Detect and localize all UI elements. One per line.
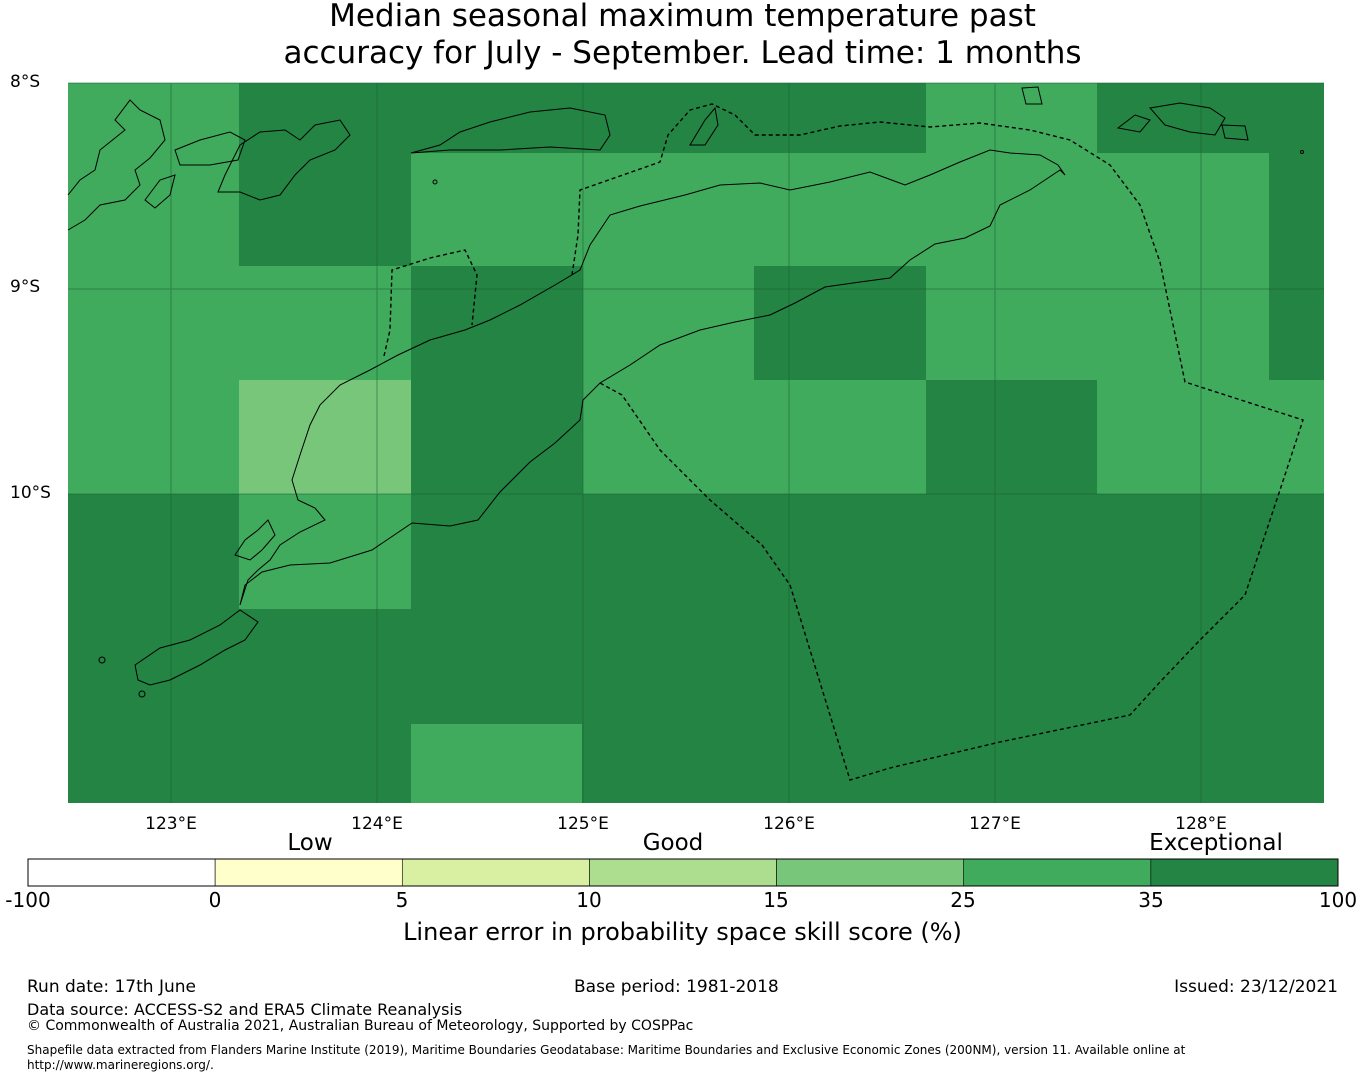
small-islet — [98, 656, 106, 664]
data-source: Data source: ACCESS-S2 and ERA5 Climate … — [27, 1000, 463, 1019]
shapefile-credit-line-1: Shapefile data extracted from Flanders M… — [27, 1043, 1186, 1057]
lon-label-123e: 123°E — [145, 814, 197, 834]
colorbar-tick: 5 — [395, 888, 409, 912]
lat-label-8s: 8°S — [10, 72, 41, 92]
colorbar-tick: 25 — [950, 888, 976, 912]
small-islet — [432, 179, 438, 185]
issued-date: Issued: 23/12/2021 — [1174, 977, 1338, 997]
grid-cell-exceptional — [411, 266, 583, 494]
leti-coastline — [1116, 114, 1151, 133]
grid-cell-exceptional — [754, 266, 926, 380]
grid-cell-exceptional — [1269, 153, 1324, 380]
category-label-good: Good — [642, 830, 704, 856]
lon-label-124e: 124°E — [351, 814, 403, 834]
rote-island-coastline — [134, 609, 259, 686]
alor-island-coastline — [174, 131, 246, 166]
base-period: Base period: 1981-2018 — [574, 977, 779, 997]
colorbar-tick: 35 — [1138, 888, 1164, 912]
wetar-island-coastline — [410, 107, 611, 154]
category-label-low: Low — [287, 830, 333, 856]
lakor-coastline — [1221, 124, 1249, 141]
map-title-line-2: accuracy for July - September. Lead time… — [283, 35, 1082, 71]
run-date: Run date: 17th June — [27, 977, 196, 997]
lon-label-128e: 128°E — [1175, 814, 1227, 834]
colorbar-label: Linear error in probability space skill … — [403, 918, 962, 946]
graticule — [68, 82, 1324, 803]
coastlines — [67, 86, 1304, 698]
colorbar-tick: -100 — [5, 888, 51, 912]
map-title-line-1: Median seasonal maximum temperature past — [329, 0, 1036, 34]
lat-label-9s: 9°S — [10, 277, 41, 297]
shapefile-credit-line-2: http://www.marineregions.org/. — [27, 1058, 214, 1072]
flores-east-coastline — [67, 99, 166, 231]
small-islet — [138, 690, 146, 698]
timor-island-coastline — [239, 149, 1066, 606]
lembata-coastline — [144, 174, 176, 209]
colorbar-tick: 0 — [208, 888, 222, 912]
maritime-boundaries — [383, 103, 1304, 781]
pantar-coastline — [217, 119, 351, 201]
lon-label-127e: 127°E — [969, 814, 1021, 834]
copyright: © Commonwealth of Australia 2021, Austra… — [27, 1018, 694, 1034]
grid-cell-exceptional — [926, 380, 1097, 494]
moa-coastline — [1149, 102, 1226, 136]
colorbar-tick: 15 — [763, 888, 789, 912]
lat-label-10s: 10°S — [10, 483, 51, 503]
semau-coastline — [234, 519, 276, 561]
lon-label-125e: 125°E — [557, 814, 609, 834]
grid-cell-exceptional — [411, 83, 926, 153]
skill-grid — [68, 83, 1324, 803]
grid-cell-good — [239, 494, 411, 609]
grid-cell-exceptional — [1097, 83, 1324, 153]
grid-cell-good — [411, 724, 582, 803]
small-islet — [1300, 150, 1304, 154]
atauro-coastline — [689, 106, 719, 146]
colorbar-tick: 10 — [576, 888, 602, 912]
category-label-exceptional: Exceptional — [1149, 830, 1283, 856]
oecusse-boundary — [383, 249, 478, 357]
eez-boundary-east — [571, 103, 1304, 781]
grid-cell-exceptional — [239, 83, 411, 266]
colorbar-tick: 100 — [1318, 888, 1358, 912]
kisar-coastline — [1021, 86, 1043, 105]
grid-cell-good-low — [239, 380, 411, 494]
lon-label-126e: 126°E — [763, 814, 815, 834]
